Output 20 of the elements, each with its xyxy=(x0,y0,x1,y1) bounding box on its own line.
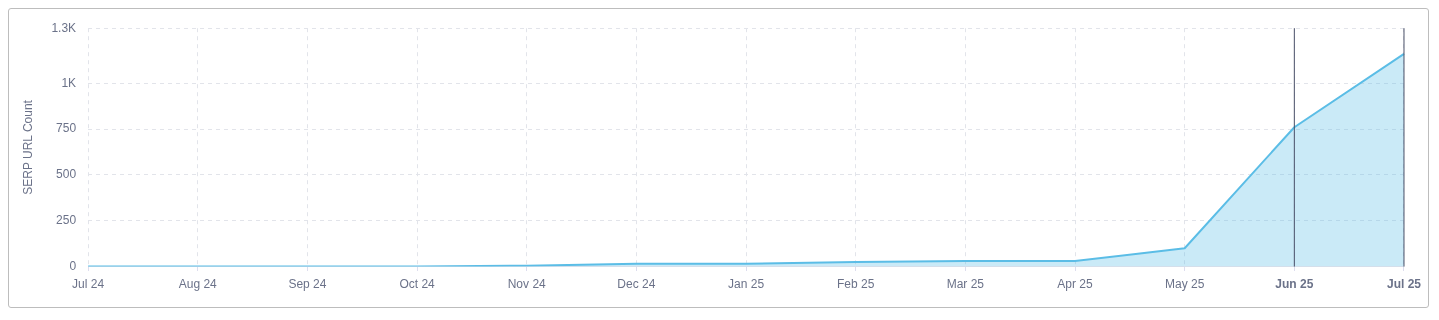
x-tick-label: Apr 25 xyxy=(1057,277,1094,292)
x-tick-label: Nov 24 xyxy=(507,277,547,292)
x-tick-label: Sep 24 xyxy=(288,277,327,292)
x-tick-label: Jun 25 xyxy=(1275,277,1314,292)
y-tick-label: 250 xyxy=(56,213,77,228)
y-tick-label: 500 xyxy=(56,167,77,182)
y-tick-label: 1K xyxy=(61,75,77,90)
x-tick-label: Mar 25 xyxy=(946,277,985,292)
y-tick-label: 0 xyxy=(69,258,77,273)
x-tick-label: Jul 24 xyxy=(72,277,105,292)
y-axis-title: SERP URL Count xyxy=(20,99,35,195)
x-tick-label: Dec 24 xyxy=(617,277,656,292)
y-tick-label: 750 xyxy=(56,121,77,136)
x-tick-label: Jul 25 xyxy=(1386,277,1422,292)
x-tick-label: Aug 24 xyxy=(178,277,218,292)
y-tick-label: 1.3K xyxy=(51,20,77,35)
x-tick-label: Jan 25 xyxy=(728,277,765,292)
x-tick-label: Oct 24 xyxy=(399,277,436,292)
x-tick-label: May 25 xyxy=(1164,277,1205,292)
x-tick-label: Feb 25 xyxy=(837,277,875,292)
